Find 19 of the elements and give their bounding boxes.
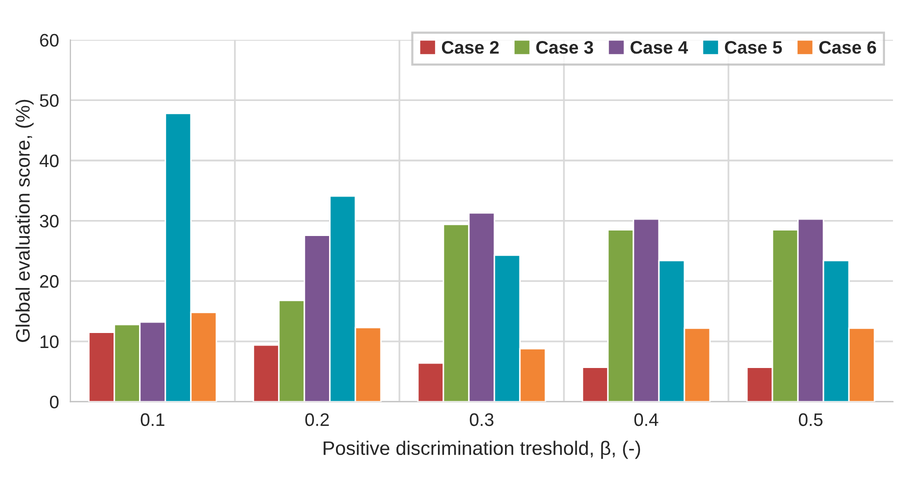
- legend-label: Case 6: [819, 41, 876, 54]
- x-tick-label: 0.2: [305, 413, 329, 426]
- legend-label: Case 4: [630, 41, 688, 54]
- y-tick-label: 50: [40, 94, 59, 107]
- x-tick-label: 0.5: [798, 413, 823, 426]
- x-axis-title: Positive discrimination treshold, β, (-): [324, 440, 640, 459]
- y-tick-label: 40: [40, 154, 59, 168]
- y-tick-label: 10: [40, 335, 59, 348]
- y-axis-title: Global evaluation score, (%): [16, 100, 34, 342]
- legend-label: Case 3: [536, 41, 594, 54]
- x-tick-label: 0.3: [470, 413, 494, 426]
- y-tick-label: 60: [40, 34, 59, 47]
- legend-label: Case 5: [724, 41, 782, 54]
- y-tick-label: 20: [40, 275, 59, 288]
- x-tick-label: 0.4: [634, 413, 658, 426]
- legend-label: Case 2: [442, 41, 499, 54]
- y-tick-label: 30: [40, 214, 59, 228]
- y-tick-label: 0: [50, 396, 59, 408]
- x-tick-label: 0.1: [140, 413, 164, 426]
